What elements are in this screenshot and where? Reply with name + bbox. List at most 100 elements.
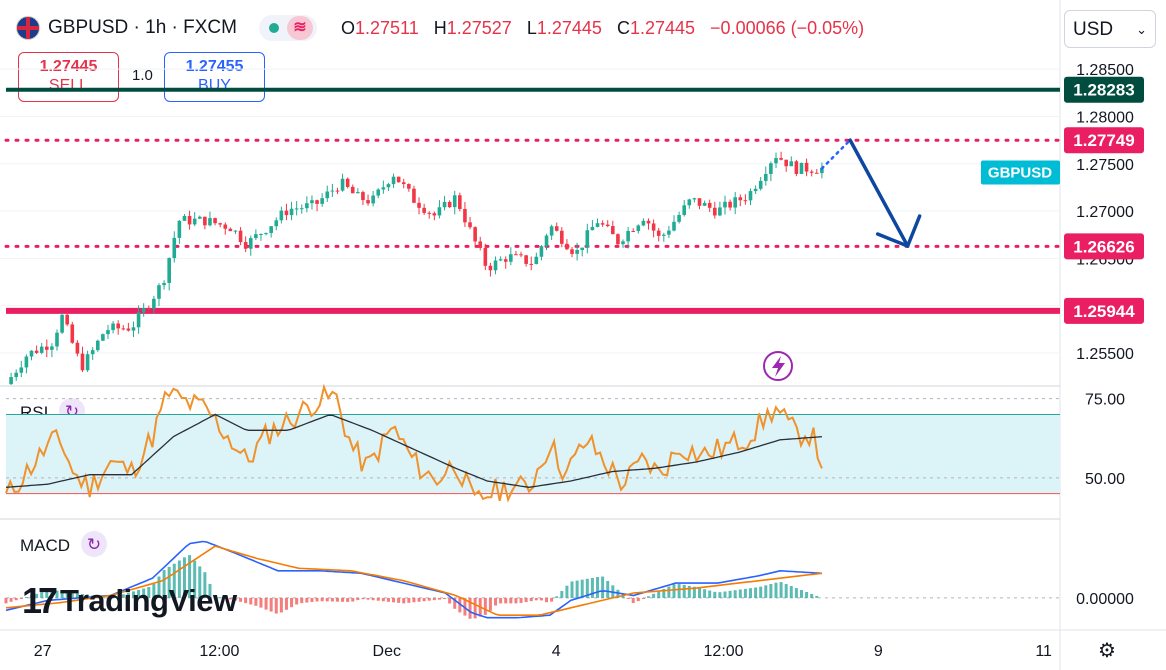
macd-histogram-bar [590, 577, 594, 598]
macd-histogram-bar [208, 584, 212, 598]
macd-histogram-bar [601, 576, 605, 598]
quantity-value[interactable]: 1.0 [132, 67, 153, 84]
price-level-label: 1.26626 [1073, 237, 1134, 256]
candle-body [274, 220, 279, 227]
macd-histogram-bar [647, 596, 651, 598]
candle-body [24, 356, 29, 368]
macd-histogram-bar [50, 590, 54, 598]
macd-histogram-bar [504, 597, 508, 604]
rsi-line[interactable] [5, 383, 823, 503]
candle-body [60, 314, 64, 333]
candle-body [289, 208, 294, 216]
macd-histogram-bar [514, 597, 518, 604]
candle-body [758, 180, 763, 189]
macd-histogram-bar [810, 593, 814, 598]
macd-histogram-bar [524, 597, 528, 603]
candle-body [662, 234, 666, 236]
macd-histogram-bar [335, 597, 339, 602]
settings-icon[interactable]: ⚙ [1098, 640, 1116, 662]
macd-histogram-bar [718, 592, 722, 598]
macd-histogram-bar [692, 586, 696, 598]
projection-arrow-head [875, 214, 922, 248]
candle-body [463, 208, 467, 223]
candle-body [401, 182, 406, 185]
macd-histogram-bar [427, 597, 431, 601]
candle-body [748, 191, 753, 201]
candle-body [519, 254, 523, 256]
currency-value: USD [1073, 19, 1114, 40]
candle-body [80, 353, 85, 371]
macd-histogram-bar [560, 591, 564, 598]
macd-histogram-bar [361, 597, 365, 600]
macd-histogram-bar [682, 584, 686, 598]
macd-histogram-bar [488, 597, 492, 611]
candle-body [391, 176, 396, 185]
candle-body [707, 202, 712, 208]
macd-line[interactable] [5, 540, 822, 619]
candle-body [814, 172, 819, 174]
macd-histogram-bar [794, 588, 798, 598]
price-tick-label: 1.28500 [1076, 62, 1134, 79]
candle-body [396, 176, 401, 183]
candle-body [621, 241, 625, 245]
macd-histogram-bar [386, 597, 390, 602]
tradingview-logo[interactable]: 17 TradingView [22, 580, 237, 622]
macd-histogram-bar [784, 584, 788, 598]
candle-body [442, 201, 447, 208]
candle-body [325, 191, 330, 199]
currency-select[interactable]: USD ⌄ [1064, 10, 1156, 48]
candle-body [157, 285, 161, 299]
macd-histogram-bar [432, 597, 436, 601]
wave-icon[interactable]: ≋ [286, 16, 313, 40]
candle-body [565, 243, 569, 250]
macd-histogram-bar [437, 597, 441, 600]
candle-body [44, 346, 49, 350]
macd-histogram-bar [65, 591, 69, 598]
candle-body [345, 178, 350, 187]
rsi-ma-line[interactable] [5, 413, 822, 488]
candle-body [187, 216, 192, 225]
macd-histogram-bar [157, 576, 161, 598]
projection-dotted-line[interactable] [820, 138, 852, 170]
macd-histogram-bar [152, 583, 156, 598]
macd-histogram-bar [198, 566, 202, 598]
candle-body [611, 226, 615, 235]
candle-body [575, 250, 579, 254]
macd-histogram-bar [580, 579, 584, 598]
candle-body [172, 237, 177, 259]
candle-body [39, 346, 44, 353]
candle-body [141, 308, 146, 313]
macd-histogram-bar [570, 581, 574, 598]
macd-histogram-bar [575, 580, 579, 598]
macd-histogram-bar [356, 597, 360, 601]
candle-body [208, 218, 212, 226]
lightning-icon[interactable] [763, 351, 793, 381]
candle-body [483, 247, 488, 266]
candle-body [651, 223, 656, 231]
macd-signal-line[interactable] [5, 545, 822, 617]
projection-arrow-line[interactable] [848, 138, 910, 248]
macd-histogram-bar [774, 582, 778, 598]
candle-body [146, 308, 151, 310]
macd-refresh-icon[interactable]: ↻ [81, 531, 107, 557]
market-status-pill[interactable]: ≋ [258, 15, 317, 41]
candle-body [641, 220, 646, 226]
candle-body [473, 227, 477, 242]
macd-histogram-bar [519, 597, 523, 603]
candle-body [310, 200, 314, 204]
macd-histogram-bar [9, 597, 13, 602]
candle-body [213, 218, 217, 224]
sell-button[interactable]: 1.27445 SELL [18, 52, 119, 102]
symbol-title[interactable]: GBPUSD · 1h · FXCM [48, 17, 237, 38]
macd-histogram-bar [126, 592, 130, 598]
candle-body [167, 258, 171, 283]
macd-histogram-bar [713, 591, 717, 598]
macd-histogram-bar [147, 587, 151, 598]
rsi-tick-label: 50.00 [1085, 471, 1125, 488]
macd-histogram-bar [483, 597, 487, 615]
macd-histogram-bar [799, 589, 803, 598]
candle-body [259, 234, 263, 236]
macd-histogram-bar [203, 572, 207, 598]
symbol-legend: GBPUSD · 1h · FXCM ≋ O1.27511 H1.27527 L… [16, 10, 864, 46]
